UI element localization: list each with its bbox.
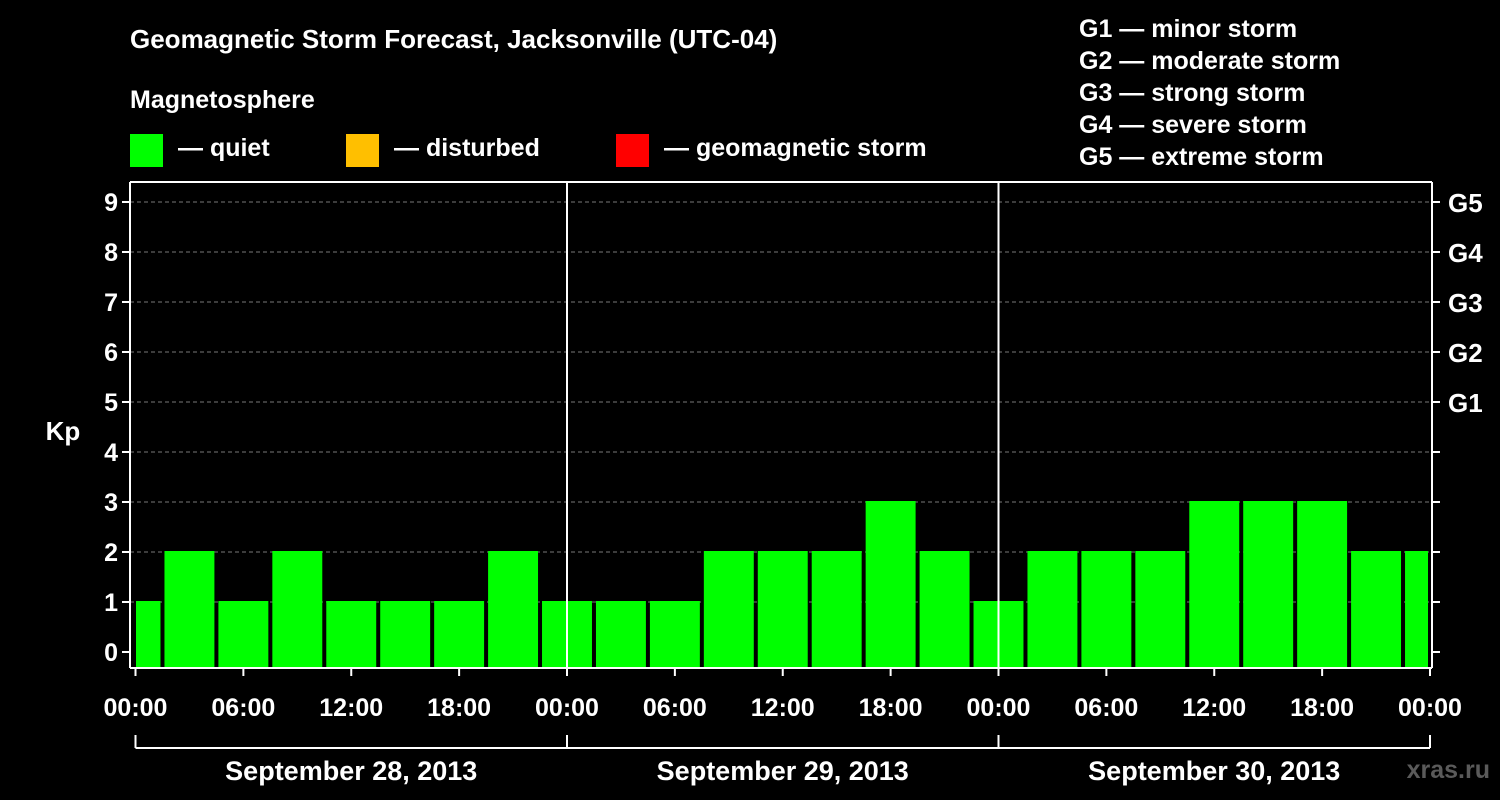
kp-bar xyxy=(380,601,431,668)
y-tick-label: 0 xyxy=(104,639,118,667)
kp-bar xyxy=(488,551,539,668)
kp-bar xyxy=(1243,501,1294,668)
legend-label-disturbed: — disturbed xyxy=(394,134,540,162)
x-tick-label: 18:00 xyxy=(859,694,923,722)
kp-bar xyxy=(1027,551,1078,668)
x-tick-label: 12:00 xyxy=(751,694,815,722)
day-label: September 29, 2013 xyxy=(657,756,909,786)
y-tick-label: 7 xyxy=(104,289,118,317)
kp-bar xyxy=(272,551,323,668)
kp-bar xyxy=(649,601,700,668)
axis-layer: 0 1 2 3 4 5 6 7 8 9 G1 G2 G3 G4 G5 00:00 06:00 12:00 18:00… xyxy=(104,181,1483,786)
g-tick-label: G2 xyxy=(1448,338,1483,368)
day-label: September 30, 2013 xyxy=(1088,756,1340,786)
legend-swatch-storm xyxy=(616,134,649,167)
kp-bar xyxy=(703,551,754,668)
kp-bar xyxy=(218,601,269,668)
g-tick-label: G3 xyxy=(1448,288,1483,318)
legend-heading: Magnetosphere xyxy=(130,86,315,114)
x-tick-label: 18:00 xyxy=(1290,694,1354,722)
legend-swatch-disturbed xyxy=(346,134,379,167)
credit-label: xras.ru xyxy=(1406,756,1490,784)
x-tick-label: 12:00 xyxy=(319,694,383,722)
x-tick-label: 12:00 xyxy=(1182,694,1246,722)
y-tick-label: 3 xyxy=(104,489,118,517)
chart-title: Geomagnetic Storm Forecast, Jacksonville… xyxy=(130,24,778,54)
x-tick-label: 06:00 xyxy=(1074,694,1138,722)
x-tick-label: 00:00 xyxy=(967,694,1031,722)
x-tick-label: 06:00 xyxy=(643,694,707,722)
kp-bar xyxy=(757,551,808,668)
g-scale-item: G3 — strong storm xyxy=(1079,79,1306,107)
x-tick-label: 00:00 xyxy=(104,694,168,722)
bars-layer xyxy=(136,501,1428,668)
kp-bar xyxy=(865,501,916,668)
kp-bar xyxy=(1081,551,1132,668)
kp-bar xyxy=(595,601,646,668)
x-tick-label: 00:00 xyxy=(535,694,599,722)
g-scale-item: G5 — extreme storm xyxy=(1079,143,1324,171)
y-tick-label: 6 xyxy=(104,339,118,367)
kp-bar xyxy=(1351,551,1402,668)
kp-bar xyxy=(1135,551,1186,668)
legend-swatch-quiet xyxy=(130,134,163,167)
y-tick-label: 5 xyxy=(104,389,118,417)
g-tick-label: G4 xyxy=(1448,238,1483,268)
kp-bar xyxy=(1297,501,1348,668)
kp-bar xyxy=(919,551,970,668)
kp-bar xyxy=(811,551,862,668)
g-scale-item: G4 — severe storm xyxy=(1079,111,1307,139)
x-tick-label: 06:00 xyxy=(211,694,275,722)
y-tick-label: 8 xyxy=(104,239,118,267)
day-label: September 28, 2013 xyxy=(225,756,477,786)
y-tick-label: 2 xyxy=(104,539,118,567)
legend-label-quiet: — quiet xyxy=(178,134,270,162)
g-tick-label: G5 xyxy=(1448,188,1483,218)
kp-bar xyxy=(136,601,161,668)
y-tick-label: 4 xyxy=(104,439,118,467)
kp-bar xyxy=(326,601,377,668)
g-scale-item: G2 — moderate storm xyxy=(1079,47,1341,75)
x-tick-label: 18:00 xyxy=(427,694,491,722)
kp-bar xyxy=(434,601,485,668)
g-scale-item: G1 — minor storm xyxy=(1079,15,1298,43)
y-tick-label: 9 xyxy=(104,189,118,217)
g-tick-label: G1 xyxy=(1448,388,1483,418)
legend-label-storm: — geomagnetic storm xyxy=(664,134,927,162)
kp-bar xyxy=(1189,501,1240,668)
y-tick-label: 1 xyxy=(104,589,118,617)
g-scale-legend: G1 — minor storm G2 — moderate storm G3 … xyxy=(1079,14,1340,174)
y-axis-label: Kp xyxy=(46,416,81,446)
kp-bar xyxy=(1405,551,1428,668)
kp-bar xyxy=(164,551,215,668)
x-tick-label: 00:00 xyxy=(1398,694,1462,722)
